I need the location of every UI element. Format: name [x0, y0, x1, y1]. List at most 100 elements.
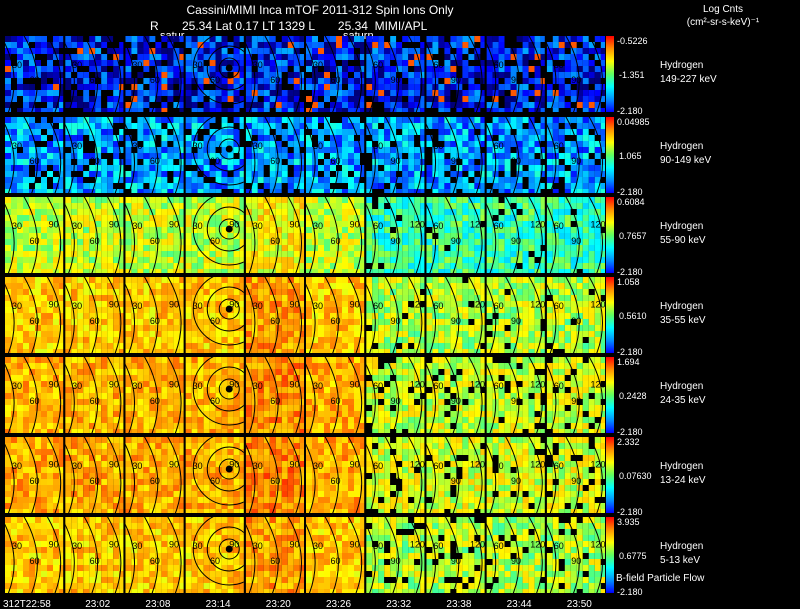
- contour-label: 60: [554, 60, 564, 70]
- units-title: Log Cnts: [702, 4, 744, 15]
- colorbar: [606, 36, 614, 112]
- contour-label: 60: [150, 236, 160, 246]
- contour-label: 30: [132, 541, 142, 551]
- species-label: Hydrogen: [660, 141, 703, 152]
- x-tick-label: 23:26: [326, 599, 351, 609]
- colorbar-max-label: 1.058: [617, 277, 640, 287]
- heatmap-cell: [125, 36, 184, 112]
- contour-label: 60: [29, 396, 39, 406]
- contour-label: 60: [494, 461, 504, 471]
- heatmap-cell: [426, 197, 485, 273]
- colorbar-mid-label: 0.6775: [619, 551, 647, 561]
- contour-label: 90: [169, 379, 179, 389]
- colorbar-min-label: -2.180: [617, 507, 643, 517]
- heatmap-cell: [546, 277, 605, 353]
- heatmap-cell: [306, 36, 365, 112]
- contour-label: 30: [12, 541, 22, 551]
- heatmap-cell: [546, 197, 605, 273]
- x-tick-label: 23:38: [446, 599, 471, 609]
- contour-label: 60: [270, 316, 280, 326]
- contour-label: 90: [451, 396, 461, 406]
- energy-label: 5-13 keV: [660, 555, 700, 566]
- contour-label: 60: [330, 156, 340, 166]
- contour-label: 60: [150, 316, 160, 326]
- species-label: Hydrogen: [660, 60, 703, 71]
- contour-label: 60: [373, 461, 383, 471]
- heatmap-cell: [185, 437, 244, 513]
- contour-label: 90: [451, 556, 461, 566]
- contour-label: 120: [410, 539, 425, 549]
- heatmap-cell: [306, 197, 365, 273]
- contour-label: 90: [451, 316, 461, 326]
- heatmap-cell: [5, 117, 64, 193]
- contour-label: 60: [554, 461, 564, 471]
- heatmap-cell: [185, 517, 244, 593]
- contour-label: 90: [511, 156, 521, 166]
- contour-label: 30: [193, 301, 203, 311]
- contour-label: 60: [90, 476, 100, 486]
- contour-label: 60: [210, 236, 220, 246]
- chart-title: Cassini/MIMI Inca mTOF 2011-312 Spin Ion…: [186, 3, 454, 17]
- heatmap-cell: [245, 357, 305, 433]
- contour-label: 60: [373, 141, 383, 151]
- contour-label: 90: [391, 316, 401, 326]
- colorbar-mid-label: 0.07630: [619, 471, 652, 481]
- contour-label: 90: [49, 219, 59, 229]
- contour-label: 90: [511, 75, 521, 85]
- colorbar-mid-label: -1.351: [619, 70, 645, 80]
- colorbar-mid-label: 1.065: [619, 151, 642, 161]
- contour-label: 30: [12, 221, 22, 231]
- contour-label: 90: [451, 476, 461, 486]
- contour-label: 120: [530, 459, 545, 469]
- contour-label: 60: [210, 156, 220, 166]
- heatmap-cell: [486, 437, 545, 513]
- colorbar: [606, 437, 614, 513]
- contour-label: 90: [49, 459, 59, 469]
- contour-label: 60: [270, 75, 280, 85]
- heatmap-cell: [546, 117, 605, 193]
- contour-label: 60: [29, 316, 39, 326]
- contour-label: 90: [229, 459, 239, 469]
- contour-label: 90: [391, 476, 401, 486]
- contour-label: 90: [289, 539, 299, 549]
- contour-label: 60: [150, 556, 160, 566]
- heatmap-cell: [546, 437, 605, 513]
- energy-label: 55-90 keV: [660, 235, 706, 246]
- contour-label: 60: [29, 156, 39, 166]
- contour-label: 60: [554, 381, 564, 391]
- heatmap-cell: [245, 197, 305, 273]
- heatmap-cell: [245, 277, 305, 353]
- heatmap-cell: [185, 36, 244, 112]
- contour-label: 30: [72, 221, 82, 231]
- x-tick-label: 23:20: [266, 599, 291, 609]
- contour-label: 90: [451, 75, 461, 85]
- colorbar-min-label: -2.180: [617, 267, 643, 277]
- colorbar: [606, 197, 614, 273]
- contour-label: 120: [590, 219, 605, 229]
- heatmap-cell: [5, 277, 64, 353]
- contour-label: 90: [391, 156, 401, 166]
- contour-label: 30: [193, 461, 203, 471]
- contour-label: 30: [313, 60, 323, 70]
- heatmap-cell: [125, 277, 184, 353]
- contour-label: 30: [313, 301, 323, 311]
- contour-label: 90: [511, 556, 521, 566]
- species-label: Hydrogen: [660, 461, 703, 472]
- contour-label: 60: [150, 75, 160, 85]
- heatmap-cell: [65, 277, 124, 353]
- colorbar-min-label: -2.180: [617, 347, 643, 357]
- contour-label: 60: [29, 556, 39, 566]
- contour-label: 60: [554, 541, 564, 551]
- heatmap-cell: [486, 517, 545, 593]
- contour-label: 60: [330, 396, 340, 406]
- heatmap-cell: [546, 517, 605, 593]
- contour-label: 90: [571, 316, 581, 326]
- contour-label: 120: [590, 299, 605, 309]
- contour-label: 60: [29, 476, 39, 486]
- contour-label: 30: [253, 221, 263, 231]
- species-label: Hydrogen: [660, 301, 703, 312]
- contour-label: 60: [90, 396, 100, 406]
- contour-label: 90: [49, 379, 59, 389]
- heatmap-cell: [426, 36, 485, 112]
